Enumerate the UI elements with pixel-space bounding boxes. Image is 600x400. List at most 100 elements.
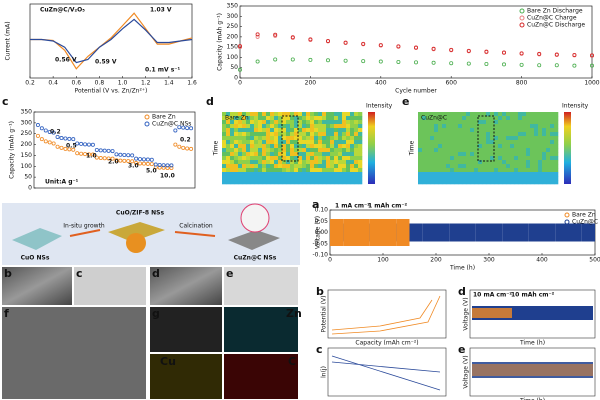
heatmap-cell xyxy=(274,136,279,141)
x-tick-label: 300 xyxy=(483,257,495,264)
heatmap-cell xyxy=(358,124,363,129)
heatmap-cell xyxy=(302,172,307,177)
heatmap-cell xyxy=(310,180,315,185)
heatmap-cell xyxy=(250,112,255,117)
heatmap-cell xyxy=(278,116,283,121)
heatmap-cell xyxy=(442,152,447,157)
heatmap-cell xyxy=(234,164,239,169)
heatmap-cell xyxy=(446,132,451,137)
heatmap-cell xyxy=(350,156,355,161)
heatmap-cell xyxy=(510,136,515,141)
heatmap-cell xyxy=(534,144,539,149)
heatmap-cell xyxy=(278,140,283,145)
heatmap-cell xyxy=(346,136,351,141)
schematic-label: CuO NSs xyxy=(21,255,50,262)
point xyxy=(141,157,146,162)
heatmap-cell xyxy=(478,148,483,153)
heatmap-cell xyxy=(238,144,243,149)
heatmap-cell xyxy=(354,148,359,153)
heatmap-cell xyxy=(354,180,359,185)
heatmap-cell xyxy=(418,156,423,161)
heatmap-cell xyxy=(230,144,235,149)
legend-label: CuZn@C Charge xyxy=(527,15,577,22)
panel-label: a xyxy=(312,198,319,211)
heatmap-cell xyxy=(238,112,243,117)
heatmap-cell xyxy=(434,120,439,125)
heatmap-cell xyxy=(350,148,355,153)
x-tick-label: 400 xyxy=(375,80,387,87)
heatmap-cell xyxy=(422,112,427,117)
heatmap-cell xyxy=(454,152,459,157)
heatmap-cell xyxy=(250,124,255,129)
annotation: 1.0 xyxy=(86,153,97,160)
x-tick-label: 1.6 xyxy=(187,80,197,87)
heatmap-cell xyxy=(322,176,327,181)
heatmap-cell xyxy=(250,128,255,133)
heatmap-cell xyxy=(350,140,355,145)
heatmap-cell xyxy=(478,120,483,125)
heatmap-cell xyxy=(522,132,527,137)
heatmap-cell xyxy=(242,128,247,133)
heatmap-cell xyxy=(494,124,499,129)
heatmap-cell xyxy=(310,172,315,177)
y-axis-label: Potential (V) xyxy=(321,296,328,333)
point xyxy=(185,146,190,151)
point xyxy=(519,51,524,56)
heatmap-cell xyxy=(458,176,463,181)
heatmap-cell xyxy=(538,148,543,153)
heatmap-cell xyxy=(322,148,327,153)
heatmap-cell xyxy=(510,180,515,185)
heatmap-cell xyxy=(462,172,467,177)
point xyxy=(35,133,40,138)
heatmap-cell xyxy=(294,128,299,133)
heatmap-cell xyxy=(306,176,311,181)
heatmap-cell xyxy=(278,168,283,173)
heatmap-cell xyxy=(430,148,435,153)
heatmap-cell xyxy=(242,168,247,173)
heatmap-cell xyxy=(462,168,467,173)
heatmap-cell xyxy=(490,164,495,169)
heatmap-cell xyxy=(518,128,523,133)
heatmap-cell xyxy=(418,128,423,133)
point xyxy=(55,134,60,139)
voltage-band xyxy=(369,219,383,246)
heatmap-cell xyxy=(358,172,363,177)
panel-label: g xyxy=(152,307,160,320)
heatmap-cell xyxy=(474,152,479,157)
heatmap-cell xyxy=(318,116,323,121)
heatmap-cell xyxy=(522,160,527,165)
heatmap-cell xyxy=(482,132,487,137)
point xyxy=(63,136,68,141)
heatmap-cell xyxy=(318,136,323,141)
heatmap-cell xyxy=(314,156,319,161)
heatmap-cell xyxy=(314,132,319,137)
heatmap-cell xyxy=(442,140,447,145)
heatmap-cell xyxy=(254,144,259,149)
heatmap-cell xyxy=(526,128,531,133)
heatmap-cell xyxy=(474,112,479,117)
heatmap-cell xyxy=(482,136,487,141)
cuzn-sheet xyxy=(228,230,280,250)
heatmap-cell xyxy=(258,116,263,121)
heatmap-cell xyxy=(274,168,279,173)
heatmap-cell xyxy=(502,144,507,149)
point xyxy=(290,35,295,40)
heatmap-cell xyxy=(310,116,315,121)
heatmap-cell xyxy=(298,152,303,157)
heatmap-cell xyxy=(222,164,227,169)
point xyxy=(449,47,454,52)
heatmap-cell xyxy=(242,112,247,117)
heatmap-cell xyxy=(270,128,275,133)
heatmap-cell xyxy=(542,152,547,157)
heatmap-cell xyxy=(518,160,523,165)
heatmap-cell xyxy=(498,180,503,185)
heatmap-cell xyxy=(266,136,271,141)
point xyxy=(126,159,131,164)
heatmap-cell xyxy=(286,140,291,145)
heatmap-cell xyxy=(466,152,471,157)
point xyxy=(378,59,383,64)
heatmap-cell xyxy=(230,124,235,129)
heatmap-cell xyxy=(542,156,547,161)
heatmap-cell xyxy=(470,144,475,149)
heatmap-cell xyxy=(442,160,447,165)
